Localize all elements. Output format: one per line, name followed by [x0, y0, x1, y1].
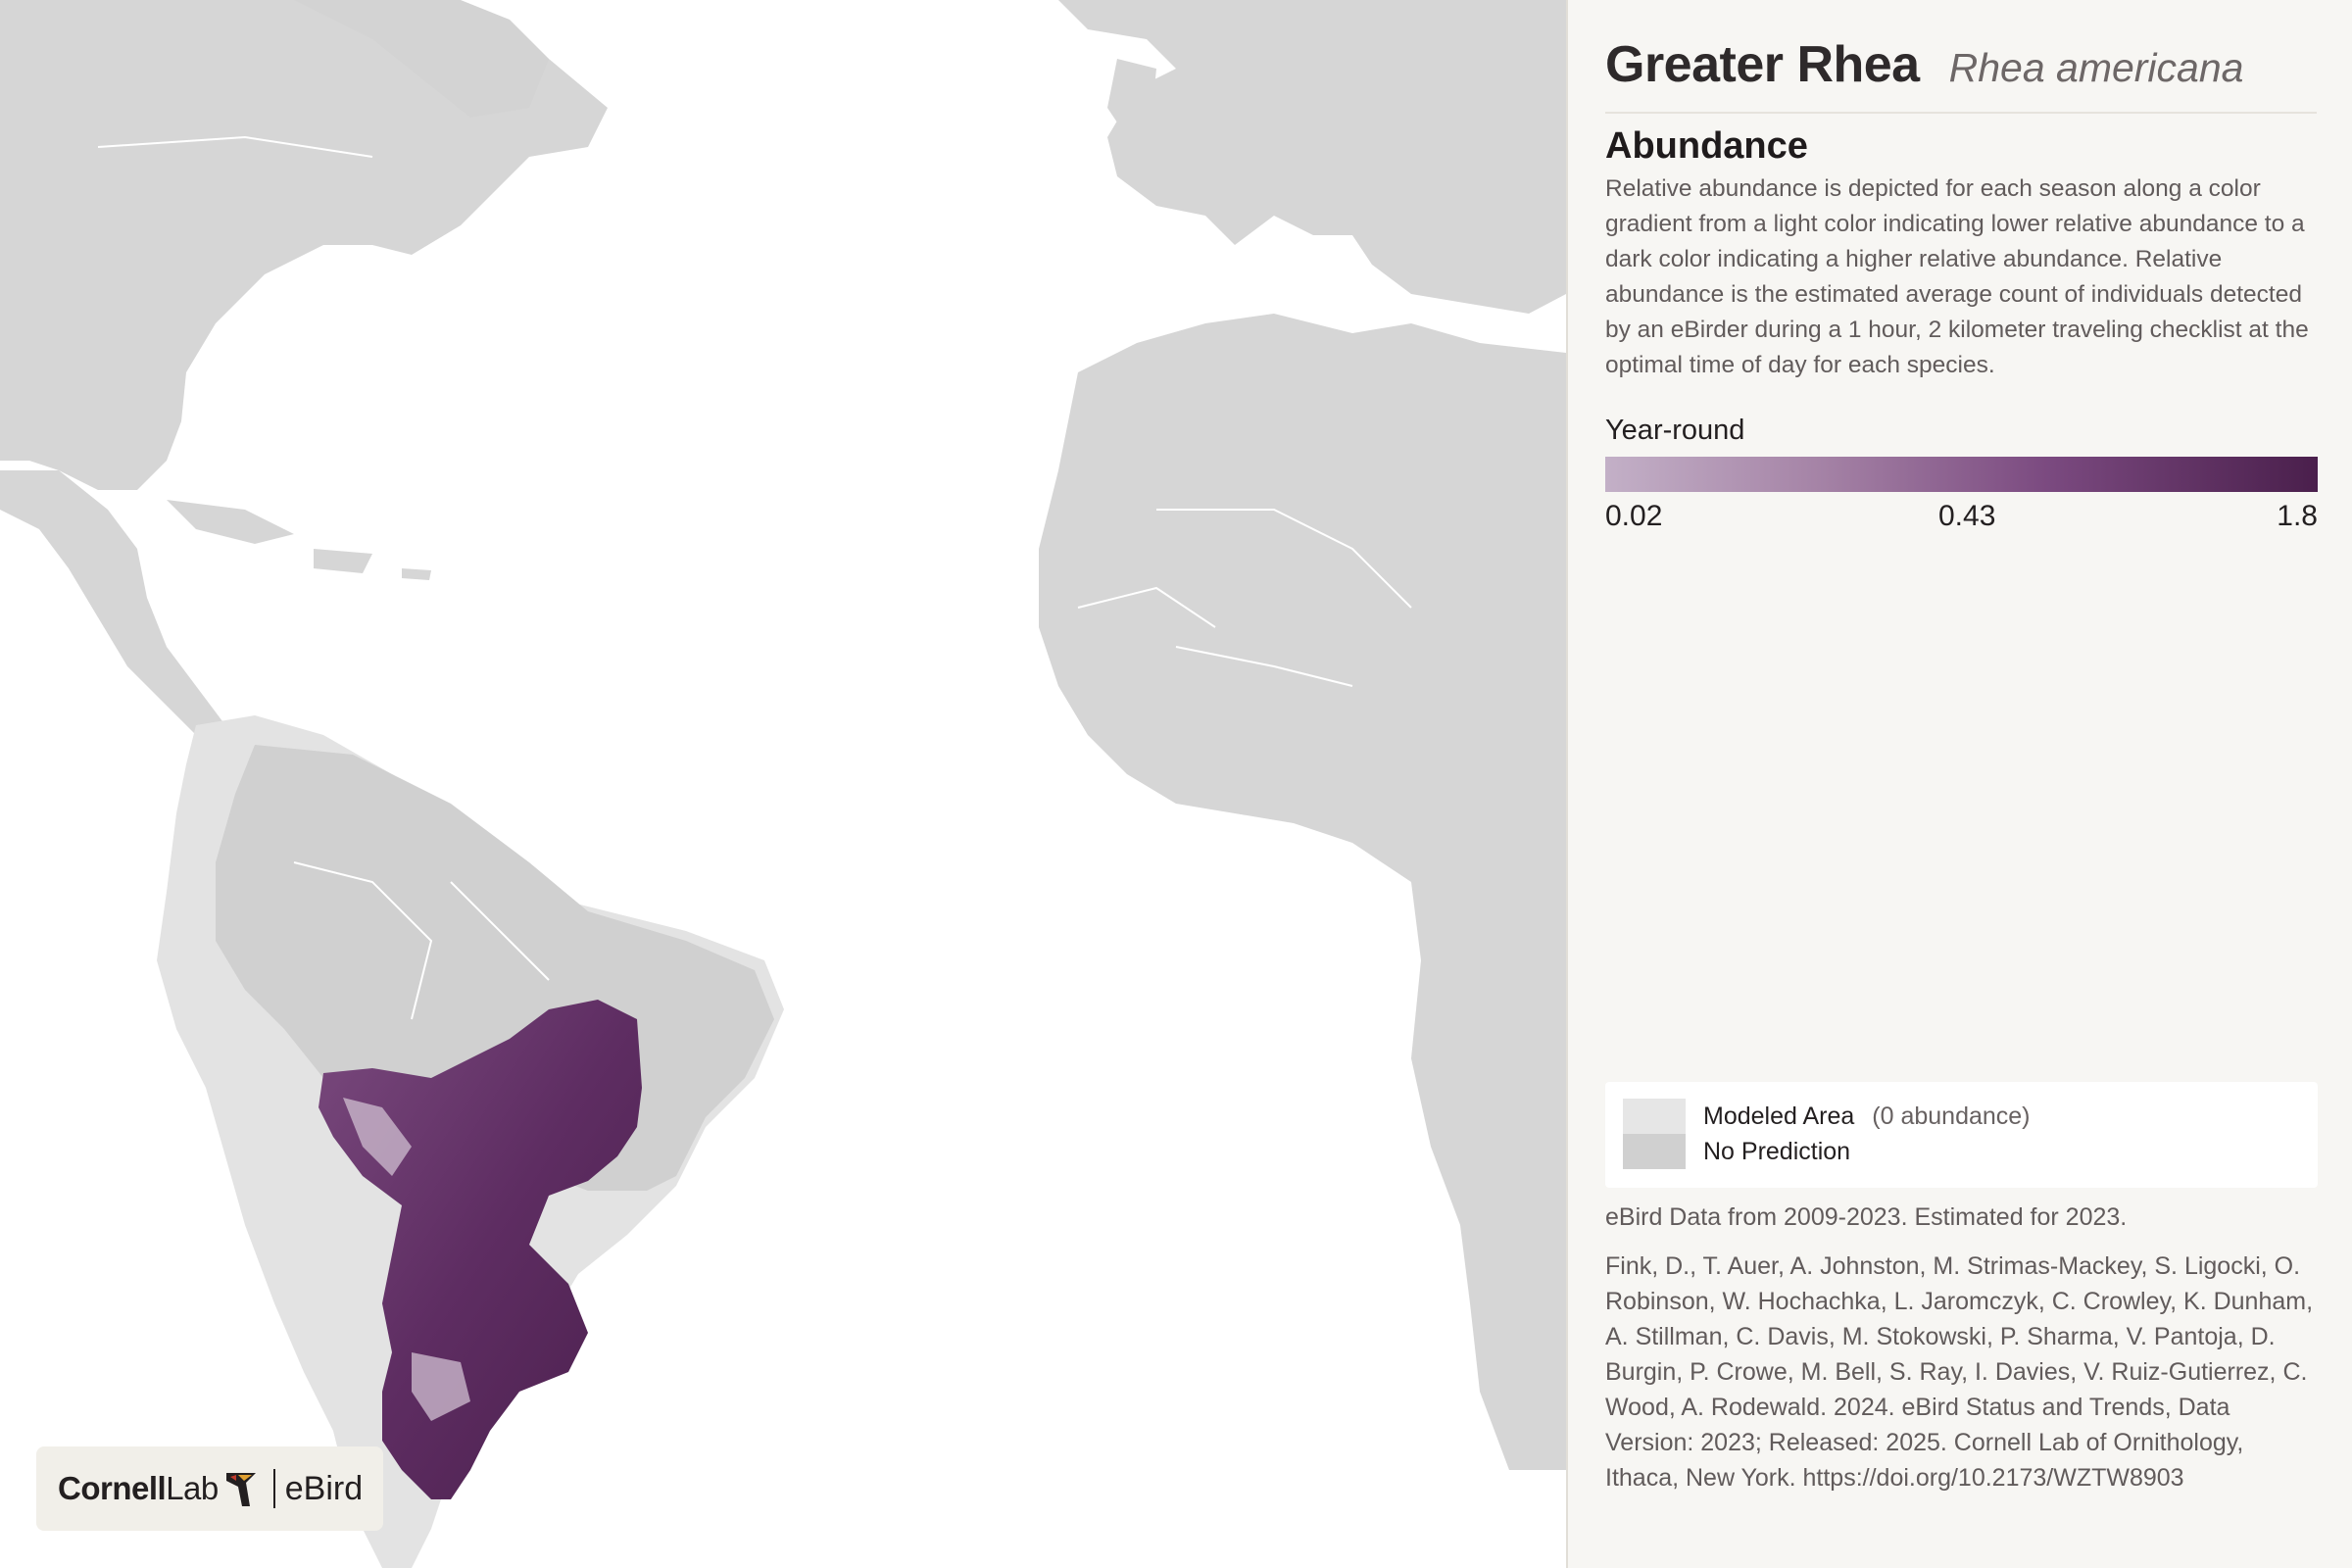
modeled-area-note: (0 abundance) — [1872, 1102, 2031, 1130]
caribbean-islands — [167, 500, 431, 580]
season-label: Year-round — [1605, 415, 1745, 446]
data-note: eBird Data from 2009-2023. Estimated for… — [1605, 1203, 2128, 1231]
legend-min: 0.02 — [1605, 500, 1663, 532]
modeled-area-swatch — [1623, 1099, 1686, 1134]
legend-ticks: 0.02 0.43 1.8 — [1605, 500, 2318, 539]
greenland-landmass — [294, 0, 549, 118]
central-america-landmass — [0, 470, 225, 745]
no-prediction-swatch — [1623, 1134, 1686, 1169]
abundance-description: Relative abundance is depicted for each … — [1605, 175, 2309, 378]
cornell-logo-text: CornellLab — [58, 1470, 219, 1506]
logo-divider — [272, 1469, 275, 1508]
common-name: Greater Rhea — [1605, 36, 1920, 93]
no-prediction-label: No Prediction — [1703, 1137, 1851, 1165]
africa-landmass — [1039, 314, 1566, 1470]
cornell-ebird-logo[interactable]: CornellLab eBird — [36, 1446, 383, 1531]
species-info-panel: Greater Rhea Rhea americana Abundance Re… — [1566, 0, 2352, 1568]
legend-max: 1.8 — [2277, 500, 2318, 532]
map-canvas — [0, 0, 1566, 1568]
no-prediction-row: No Prediction — [1623, 1134, 2300, 1169]
bird-icon — [225, 1473, 256, 1506]
british-isles — [1107, 59, 1156, 137]
abundance-light-patch — [343, 1098, 470, 1421]
ebird-logo-text: eBird — [284, 1469, 364, 1507]
species-abundance-area — [318, 1000, 642, 1499]
country-borders — [97, 135, 1412, 1020]
abundance-title: Abundance — [1605, 125, 1808, 167]
scientific-name: Rhea americana — [1948, 45, 2244, 90]
species-header: Greater Rhea Rhea americana — [1605, 35, 2317, 114]
abundance-color-legend — [1605, 457, 2318, 492]
range-map[interactable]: CornellLab eBird — [0, 0, 1566, 1568]
legend-mid: 0.43 — [1938, 500, 1996, 532]
map-key: Modeled Area (0 abundance) No Prediction — [1605, 1082, 2318, 1188]
modeled-area-row: Modeled Area (0 abundance) — [1623, 1099, 2300, 1134]
modeled-area-label: Modeled Area — [1703, 1102, 1855, 1130]
europe-landmass — [1058, 0, 1566, 314]
citation: Fink, D., T. Auer, A. Johnston, M. Strim… — [1605, 1252, 2314, 1492]
north-america-landmass — [0, 0, 608, 490]
